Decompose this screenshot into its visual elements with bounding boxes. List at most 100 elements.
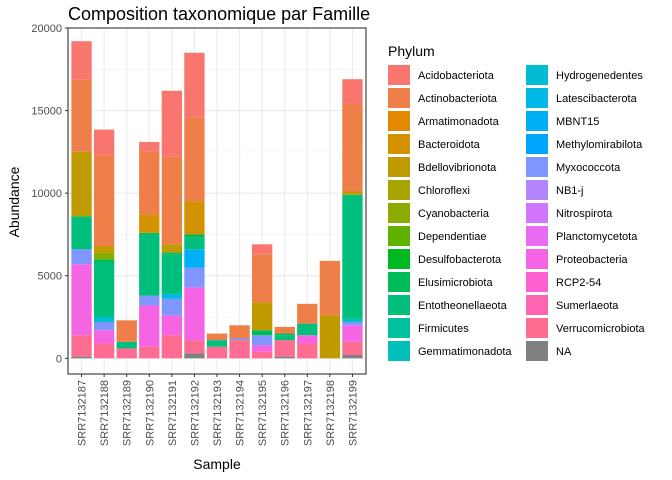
bar-segment-SRR7132196-Actinobacteriota (274, 326, 295, 334)
legend-swatch (388, 134, 410, 154)
legend-label: Verrucomicrobiota (556, 323, 646, 335)
y-tick-label: 5000 (38, 271, 62, 283)
legend-label: Sumerlaeota (556, 300, 619, 312)
x-tick-label: SRR7132198 (325, 380, 337, 446)
bar-segment-SRR7132190-Entotheonellaeota (139, 234, 160, 296)
legend-label: Chloroflexi (418, 185, 470, 197)
x-tick-label: SRR7132192 (189, 380, 201, 446)
bars (67, 27, 367, 375)
bar-segment-SRR7132195-Proteobacteria (251, 345, 273, 352)
bar-segment-SRR7132199-Acidobacteriota (342, 79, 363, 104)
legend-swatch (526, 318, 548, 338)
y-axis-title: Abundance (6, 166, 22, 237)
y-axis: 0 5000 10000 15000 20000 (31, 23, 68, 365)
legend-label: Planctomycetota (556, 231, 638, 243)
bar-segment-SRR7132188-Bdellovibrionota (93, 246, 115, 253)
legend-item: Myxococcota (526, 157, 621, 177)
legend-swatch (526, 180, 548, 200)
bar-segment-SRR7132189-Entotheonellaeota (116, 341, 137, 349)
bar-segment-SRR7132188-Cyanobacteria (93, 252, 115, 260)
bar-segment-SRR7132188-Acidobacteriota (93, 129, 115, 156)
bar-segment-SRR7132191-Myxococcota (161, 298, 183, 316)
bar-segment-SRR7132193-Verrucomicrobiota (206, 346, 228, 359)
legend-item: Bacteroidota (388, 134, 481, 154)
legend-label: Nitrospirota (556, 208, 613, 220)
bar-segment-SRR7132195-Verrucomicrobiota (251, 351, 273, 359)
legend-title: Phylum (388, 43, 435, 59)
panel-border (67, 27, 367, 375)
legend-swatch (388, 249, 410, 269)
legend-item: Gemmatimonadota (388, 341, 512, 361)
legend-item: NA (526, 341, 572, 361)
bar-segment-SRR7132192-Acidobacteriota (184, 52, 205, 118)
legend-item: Planctomycetota (526, 226, 638, 246)
bar-segment-SRR7132187-Proteobacteria (71, 264, 92, 336)
bar-segment-SRR7132197-Proteobacteria (297, 335, 318, 344)
bar-segment-SRR7132188-Actinobacteriota (93, 155, 115, 247)
legend-item: Armatimonadota (388, 111, 500, 131)
bar-segment-SRR7132190-Elusimicrobiota (139, 232, 160, 235)
bar-segment-SRR7132196-Elusimicrobiota (274, 333, 295, 336)
bar-segment-SRR7132195-Bdellovibrionota (251, 302, 273, 331)
legend-item: Methylomirabilota (526, 134, 643, 154)
legend-label: Hydrogenedentes (556, 70, 643, 82)
bar-segment-SRR7132195-Myxococcota (251, 335, 273, 346)
legend-swatch (526, 65, 548, 85)
legend-item: Firmicutes (388, 318, 469, 338)
bar-segment-SRR7132198-Actinobacteriota (319, 260, 341, 316)
bar-segment-SRR7132187-Myxococcota (71, 249, 92, 265)
legend-item: Sumerlaeota (526, 295, 619, 315)
bar-segment-SRR7132187-Verrucomicrobiota (71, 335, 92, 357)
legend-item: NB1-j (526, 180, 584, 200)
legend-label: Desulfobacterota (418, 254, 502, 266)
bar-segment-SRR7132187-NA (71, 356, 92, 359)
bar-segment-SRR7132188-Elusimicrobiota (93, 259, 115, 263)
legend-swatch (388, 111, 410, 131)
legend-item: Cyanobacteria (388, 203, 490, 223)
bar-segment-SRR7132198-Bdellovibrionota (319, 315, 341, 359)
bar-segment-SRR7132191-Bdellovibrionota (161, 244, 183, 253)
legend-label: Firmicutes (418, 323, 469, 335)
bar-segment-SRR7132195-Acidobacteriota (251, 244, 273, 255)
bar-segment-SRR7132188-Entotheonellaeota (93, 262, 115, 318)
legend: Phylum Acidobacteriota Actinobacteriota Ar… (388, 43, 646, 361)
bar-segment-SRR7132192-Verrucomicrobiota (184, 340, 205, 354)
bar-segment-SRR7132187-Entotheonellaeota (71, 217, 92, 250)
y-tick-label: 10000 (31, 188, 62, 200)
legend-swatch (388, 203, 410, 223)
bar-segment-SRR7132190-Actinobacteriota (139, 151, 160, 215)
legend-item: Actinobacteriota (388, 88, 498, 108)
bar-segment-SRR7132196-Verrucomicrobiota (274, 340, 295, 357)
x-tick-label: SRR7132195 (257, 380, 269, 446)
x-tick-label: SRR7132190 (144, 380, 156, 446)
bar-segment-SRR7132188-Verrucomicrobiota (93, 343, 115, 359)
x-tick-label: SRR7132187 (77, 380, 89, 446)
legend-swatch (388, 295, 410, 315)
bar-segment-SRR7132194-Actinobacteriota (229, 325, 250, 339)
bar-segment-SRR7132193-Entotheonellaeota (206, 340, 228, 347)
bar-segment-SRR7132192-Bacteroidota (184, 201, 205, 235)
y-tick-label: 15000 (31, 106, 62, 118)
bar-segment-SRR7132197-Entotheonellaeota (297, 323, 318, 336)
bar-segment-SRR7132197-Verrucomicrobiota (297, 343, 318, 359)
legend-item: Latescibacterota (526, 88, 638, 108)
legend-label: Entotheonellaeota (418, 300, 508, 312)
legend-swatch (526, 111, 548, 131)
legend-item: Proteobacteria (526, 249, 628, 269)
bar-segment-SRR7132195-Elusimicrobiota (251, 330, 273, 336)
legend-label: MBNT15 (556, 116, 599, 128)
legend-item: Verrucomicrobiota (526, 318, 646, 338)
legend-swatch (526, 341, 548, 361)
bar-segment-SRR7132199-Actinobacteriota (342, 103, 363, 192)
legend-label: NB1-j (556, 185, 584, 197)
legend-label: Cyanobacteria (418, 208, 490, 220)
legend-swatch (526, 203, 548, 223)
legend-label: NA (556, 346, 572, 358)
bar-segment-SRR7132191-Entotheonellaeota (161, 254, 183, 294)
bar-segment-SRR7132187-Elusimicrobiota (71, 216, 92, 218)
bar-segment-SRR7132192-Entotheonellaeota (184, 237, 205, 250)
bar-segment-SRR7132199-Entotheonellaeota (342, 194, 363, 319)
bar-segment-SRR7132190-Proteobacteria (139, 305, 160, 347)
x-tick-label: SRR7132189 (122, 380, 134, 446)
legend-label: Actinobacteriota (418, 93, 498, 105)
